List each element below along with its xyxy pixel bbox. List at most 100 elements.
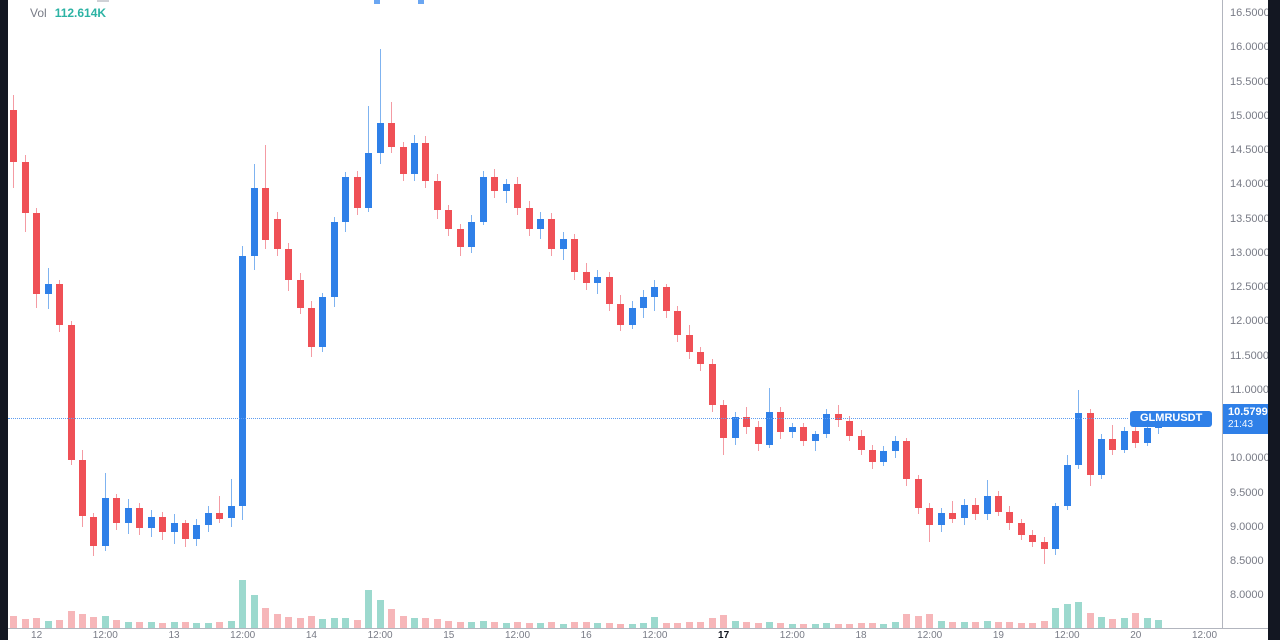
candle[interactable] <box>514 184 521 209</box>
candle[interactable] <box>765 411 773 445</box>
candle[interactable] <box>124 507 132 524</box>
candlestick-chart-pane[interactable]: Vol 112.614K GLMRUSDT <box>8 0 1222 628</box>
candle[interactable] <box>113 498 121 524</box>
candle[interactable] <box>823 413 831 435</box>
candle[interactable] <box>365 153 373 209</box>
candle[interactable] <box>800 426 808 442</box>
volume-legend[interactable]: Vol 112.614K <box>30 6 106 20</box>
candle[interactable] <box>640 297 647 308</box>
candle[interactable] <box>754 427 762 445</box>
candle[interactable] <box>388 122 396 147</box>
candle[interactable] <box>422 143 430 181</box>
candle[interactable] <box>662 287 670 311</box>
candle[interactable] <box>456 228 464 248</box>
candle[interactable] <box>101 498 109 546</box>
candle[interactable] <box>994 495 1002 512</box>
candle[interactable] <box>411 143 418 174</box>
candle[interactable] <box>170 523 178 533</box>
candle[interactable] <box>651 287 659 298</box>
candle[interactable] <box>330 221 338 298</box>
candle[interactable] <box>1040 541 1048 549</box>
candle[interactable] <box>90 516 98 546</box>
candle[interactable] <box>846 420 854 437</box>
candle[interactable] <box>1120 430 1128 450</box>
candle[interactable] <box>617 304 625 325</box>
candle[interactable] <box>182 523 189 540</box>
candle[interactable] <box>1006 511 1014 524</box>
candle[interactable] <box>983 495 991 515</box>
candle[interactable] <box>674 311 682 335</box>
candle[interactable] <box>926 507 934 526</box>
last-price-tag[interactable]: 10.5799 21:43 <box>1223 403 1269 434</box>
candle[interactable] <box>960 504 968 519</box>
candle[interactable] <box>937 513 945 526</box>
price-axis[interactable]: 10.5799 21:43 16.5000 16.0000 15.5000 15.00… <box>1222 0 1270 628</box>
candle[interactable] <box>262 187 270 241</box>
candle[interactable] <box>479 177 487 222</box>
candle[interactable] <box>273 218 281 250</box>
candle[interactable] <box>491 177 499 192</box>
candle[interactable] <box>788 426 796 433</box>
candle[interactable] <box>307 307 315 348</box>
candle[interactable] <box>296 280 304 308</box>
candle[interactable] <box>525 208 533 229</box>
candle[interactable] <box>216 513 224 519</box>
candle[interactable] <box>227 506 235 519</box>
candle[interactable] <box>136 507 144 529</box>
candle[interactable] <box>777 411 785 433</box>
candle[interactable] <box>1075 413 1083 466</box>
candle[interactable] <box>204 513 212 526</box>
candle[interactable] <box>147 516 155 529</box>
candle[interactable] <box>10 110 18 162</box>
candle[interactable] <box>21 161 29 213</box>
candle[interactable] <box>1063 465 1071 507</box>
candle[interactable] <box>1098 439 1105 476</box>
candle[interactable] <box>285 249 292 281</box>
candle[interactable] <box>594 276 602 284</box>
candle[interactable] <box>972 504 979 515</box>
candle[interactable] <box>342 177 350 222</box>
candle[interactable] <box>239 256 247 507</box>
candle[interactable] <box>1109 439 1117 451</box>
candle[interactable] <box>376 122 384 154</box>
candle[interactable] <box>811 434 819 442</box>
candle[interactable] <box>559 239 567 250</box>
candle[interactable] <box>1017 523 1025 535</box>
candle[interactable] <box>880 451 888 462</box>
candle[interactable] <box>1052 506 1060 549</box>
candle[interactable] <box>605 276 613 305</box>
candle[interactable] <box>834 413 842 421</box>
candle[interactable] <box>56 283 63 325</box>
candle[interactable] <box>193 525 201 540</box>
candle[interactable] <box>1029 535 1037 542</box>
candle[interactable] <box>1132 430 1140 444</box>
candle[interactable] <box>903 441 911 479</box>
candle[interactable] <box>857 436 865 450</box>
candle[interactable] <box>1086 413 1094 476</box>
candle[interactable] <box>548 218 556 250</box>
time-axis[interactable]: 12 12:00 13 12:00 14 12:00 15 12:00 16 12:00 17 12:… <box>8 628 1268 640</box>
candle[interactable] <box>250 187 258 257</box>
candle[interactable] <box>67 324 75 460</box>
candle[interactable] <box>44 283 52 294</box>
candle[interactable] <box>353 177 361 209</box>
candle[interactable] <box>571 239 579 272</box>
candle[interactable] <box>685 334 693 352</box>
candle[interactable] <box>502 184 510 192</box>
candle[interactable] <box>78 459 86 517</box>
candle[interactable] <box>159 516 167 533</box>
candle[interactable] <box>720 404 728 438</box>
candle[interactable] <box>582 271 590 284</box>
candle[interactable] <box>33 213 41 294</box>
candle[interactable] <box>399 146 407 174</box>
candle[interactable] <box>891 441 899 452</box>
candle[interactable] <box>445 210 453 229</box>
candle[interactable] <box>536 218 544 229</box>
candle[interactable] <box>1143 428 1151 444</box>
candle[interactable] <box>319 297 327 348</box>
candle[interactable] <box>628 307 636 325</box>
candle[interactable] <box>468 221 476 248</box>
candle[interactable] <box>949 513 957 519</box>
candle[interactable] <box>433 180 441 211</box>
candle[interactable] <box>914 478 922 508</box>
